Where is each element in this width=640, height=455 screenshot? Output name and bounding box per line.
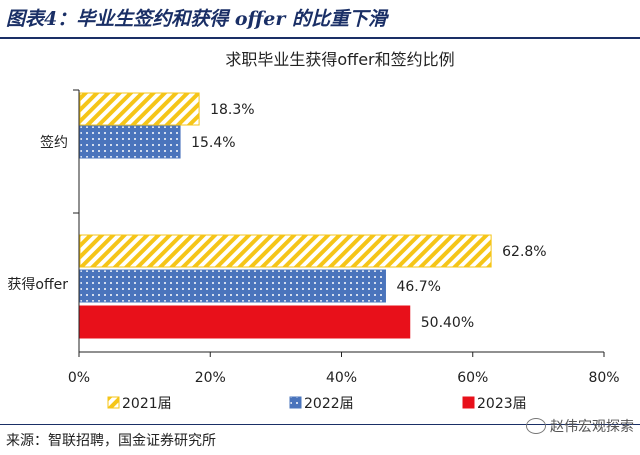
x-tick-label: 80% [588, 370, 619, 386]
category-label: 签约 [40, 134, 68, 151]
bar-2022届 [79, 269, 386, 303]
title-rule [0, 37, 640, 39]
category-label: 获得offer [7, 276, 68, 293]
data-label: 15.4% [191, 135, 235, 151]
legend-label: 2021届 [122, 396, 172, 412]
x-tick-label: 20% [195, 370, 226, 386]
source-rule [0, 424, 640, 425]
data-label: 46.7% [396, 279, 440, 295]
bar-2021届 [79, 234, 492, 268]
watermark-text: 赵伟宏观探索 [550, 419, 634, 435]
data-label: 62.8% [502, 244, 546, 260]
bar-2022届 [79, 125, 181, 159]
wechat-icon [526, 418, 546, 434]
legend-label: 2022届 [304, 396, 354, 412]
legend-label: 2023届 [477, 396, 527, 412]
watermark: 赵伟宏观探索 [526, 416, 634, 436]
legend-swatch [289, 396, 302, 409]
data-label: 18.3% [210, 102, 254, 118]
chart-title: 求职毕业生获得offer和签约比例 [225, 50, 454, 69]
bar-2021届 [79, 92, 200, 126]
x-tick-label: 0% [68, 370, 90, 386]
data-label: 50.40% [421, 315, 474, 331]
source-note: 来源：智联招聘，国金证券研究所 [6, 433, 216, 449]
x-tick-label: 40% [326, 370, 357, 386]
legend-swatch [462, 396, 475, 409]
legend-swatch [107, 396, 120, 409]
figure-title: 图表4：毕业生签约和获得 offer 的比重下滑 [6, 8, 387, 30]
bar-chart: 求职毕业生获得offer和签约比例 0% 20% 40% 60% 80% 签约 18.3% 1… [7, 50, 619, 412]
bar-2023届 [79, 305, 411, 339]
x-tick-label: 60% [457, 370, 488, 386]
legend: 2021届 2022届 2023届 [107, 396, 527, 412]
